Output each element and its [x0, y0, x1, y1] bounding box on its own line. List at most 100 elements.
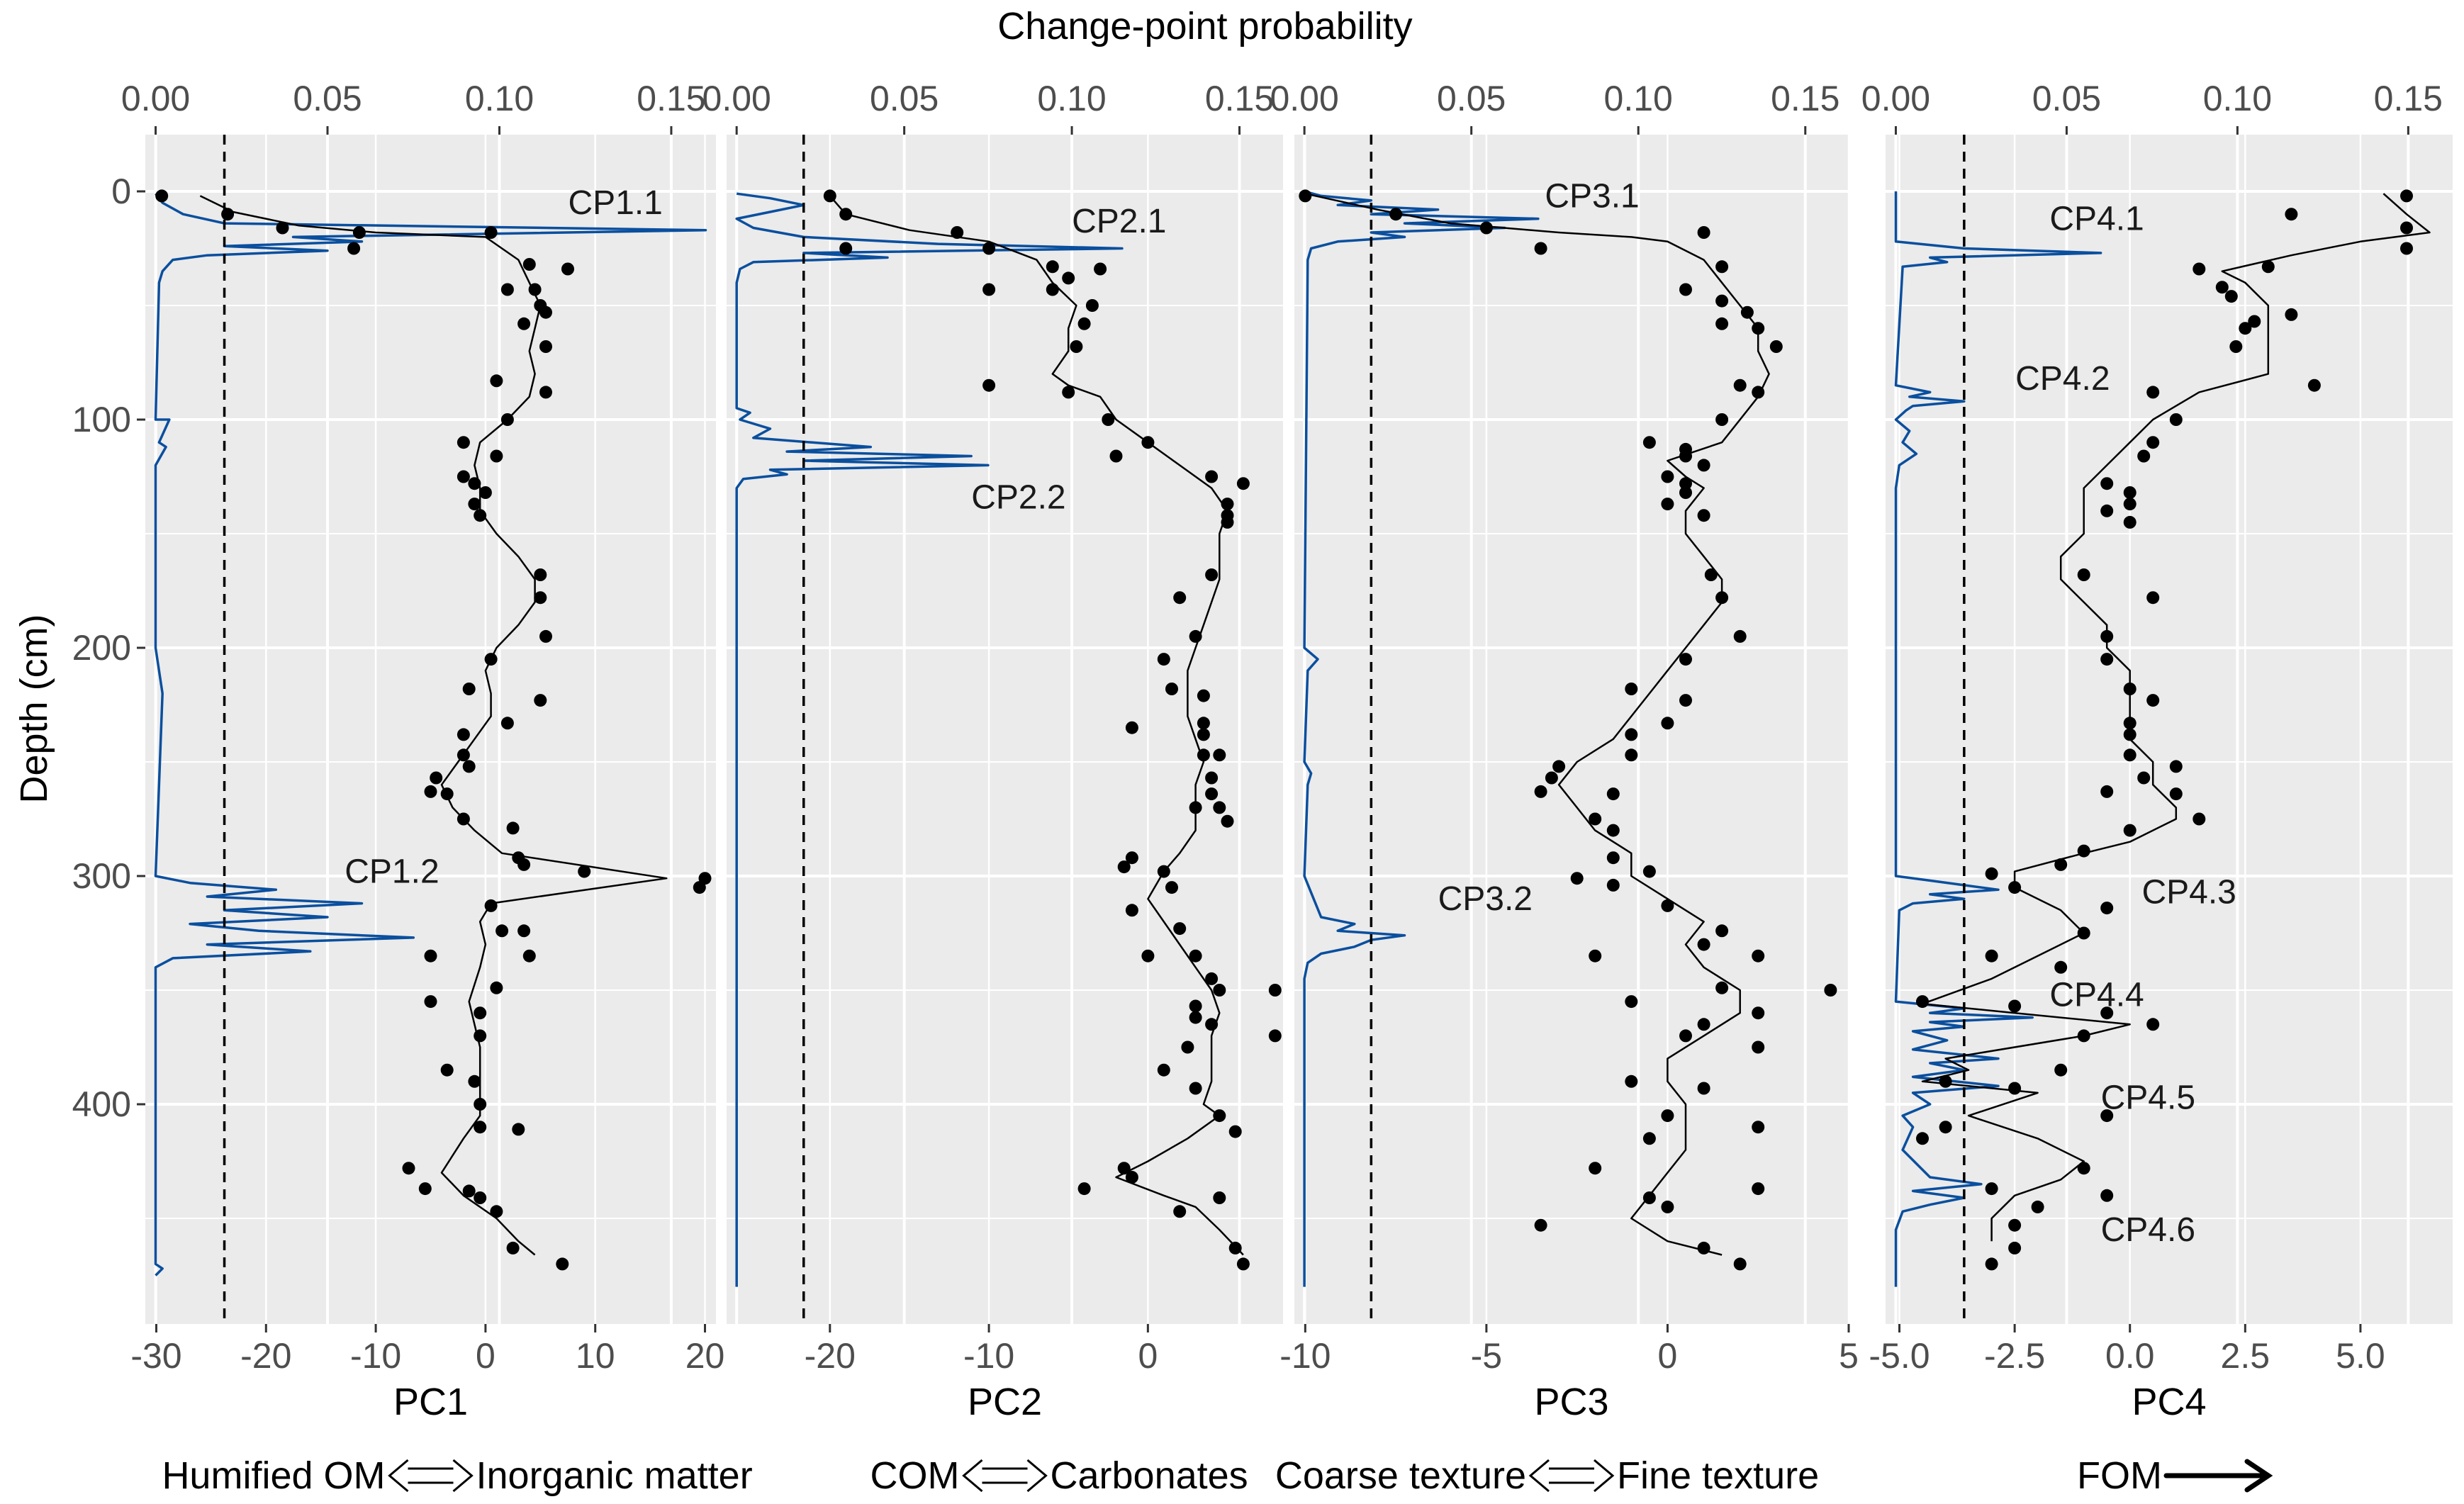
data-point: [517, 858, 531, 871]
data-point: [1117, 1162, 1131, 1175]
data-point: [1046, 260, 1059, 274]
data-point: [1085, 299, 1099, 312]
x-axis-title: PC3: [1534, 1381, 1608, 1423]
data-point: [457, 728, 470, 741]
data-point: [1642, 436, 1656, 449]
data-point: [2100, 1006, 2114, 1020]
data-point: [1916, 1132, 1929, 1145]
change-point-label: CP4.5: [2101, 1079, 2195, 1116]
pc-tick-label: -10: [350, 1336, 401, 1376]
data-point: [1642, 1191, 1656, 1204]
data-point: [1165, 881, 1178, 894]
change-point-label: CP2.2: [971, 478, 1065, 516]
data-point: [2146, 591, 2160, 605]
y-tick-label: 300: [72, 856, 131, 896]
data-point: [951, 226, 964, 239]
data-point: [534, 568, 547, 581]
data-point: [1479, 221, 1493, 235]
data-point: [474, 1098, 487, 1111]
data-point: [2077, 1162, 2090, 1175]
data-point: [2123, 498, 2137, 511]
data-point: [1733, 378, 1747, 392]
pc-tick-label: 0: [1658, 1336, 1678, 1376]
data-point: [1125, 851, 1138, 865]
data-point: [528, 283, 542, 296]
data-point: [2248, 315, 2261, 328]
data-point: [1545, 771, 1558, 785]
data-point: [1534, 242, 1547, 255]
x-axis-title: PC4: [2132, 1381, 2206, 1423]
data-point: [484, 226, 498, 239]
data-point: [2146, 436, 2160, 449]
data-point: [1228, 1125, 1242, 1138]
data-point: [839, 242, 853, 255]
prob-tick-label: 0.15: [1771, 79, 1839, 118]
data-point: [462, 683, 476, 695]
data-point: [2123, 683, 2137, 695]
data-point: [352, 226, 366, 239]
panel-pc4: CP4.1 CP4.2 CP4.3 CP4.4 CP4.5 CP4.6 0.00 0.05 0.…: [1861, 79, 2453, 1497]
panel-background: [1886, 135, 2453, 1324]
data-point: [1589, 949, 1602, 963]
pc-tick-label: 2.5: [2221, 1336, 2270, 1376]
data-point: [982, 283, 996, 296]
y-tick-label: 200: [72, 628, 131, 668]
data-point: [402, 1162, 415, 1175]
data-point: [500, 283, 514, 296]
pc-tick-label: -2.5: [1984, 1336, 2045, 1376]
data-point: [539, 629, 552, 643]
change-point-label: CP3.1: [1545, 177, 1639, 215]
data-point: [1534, 1218, 1547, 1232]
data-point: [1213, 1191, 1226, 1204]
data-point: [539, 305, 552, 319]
data-point: [155, 189, 169, 203]
data-point: [1715, 294, 1729, 308]
pc-smoothed-line: [199, 195, 668, 1256]
data-point: [1740, 305, 1754, 319]
data-point: [1221, 498, 1234, 511]
data-point: [2100, 902, 2114, 915]
data-point: [1704, 568, 1718, 581]
pc-tick-label: -20: [240, 1336, 291, 1376]
data-point: [2169, 760, 2183, 773]
data-point: [1102, 413, 1115, 426]
data-point: [522, 949, 536, 963]
data-point: [1221, 814, 1234, 828]
prob-tick-label: 0.05: [293, 79, 362, 118]
panel-background: [1294, 135, 1849, 1324]
data-point: [512, 1123, 525, 1136]
data-point: [2008, 1082, 2022, 1095]
interpretation-left: Coarse texture: [1275, 1454, 1526, 1497]
probability-trace: [1894, 191, 2102, 1287]
data-point: [1189, 999, 1202, 1013]
data-point: [1228, 1241, 1242, 1255]
interpretation-right: Inorganic matter: [476, 1454, 753, 1497]
pc-tick-label: 5: [1839, 1336, 1859, 1376]
data-point: [1661, 498, 1674, 511]
data-point: [2100, 629, 2114, 643]
data-point: [1205, 568, 1219, 581]
data-point: [1570, 872, 1584, 885]
data-point: [2054, 960, 2068, 974]
right-arrow-icon: [2163, 1459, 2273, 1493]
pc-tick-label: -5.0: [1869, 1336, 1930, 1376]
double-arrow-icon: [962, 1459, 1048, 1493]
data-point: [418, 1182, 432, 1196]
data-point: [517, 317, 531, 330]
data-point: [1236, 477, 1250, 490]
data-point: [2100, 504, 2114, 517]
data-point: [1661, 899, 1674, 912]
data-point: [2077, 844, 2090, 858]
data-point: [462, 760, 476, 773]
data-point: [1213, 801, 1226, 814]
data-point: [2054, 1063, 2068, 1077]
pc-tick-label: -30: [130, 1336, 181, 1376]
data-point: [1752, 1006, 1765, 1020]
data-point: [1046, 283, 1059, 296]
data-point: [539, 340, 552, 353]
data-point: [982, 378, 996, 392]
data-point: [1661, 1109, 1674, 1123]
pc-tick-label: 0.0: [2105, 1336, 2155, 1376]
data-point: [2054, 858, 2068, 871]
data-point: [1939, 1121, 1952, 1134]
